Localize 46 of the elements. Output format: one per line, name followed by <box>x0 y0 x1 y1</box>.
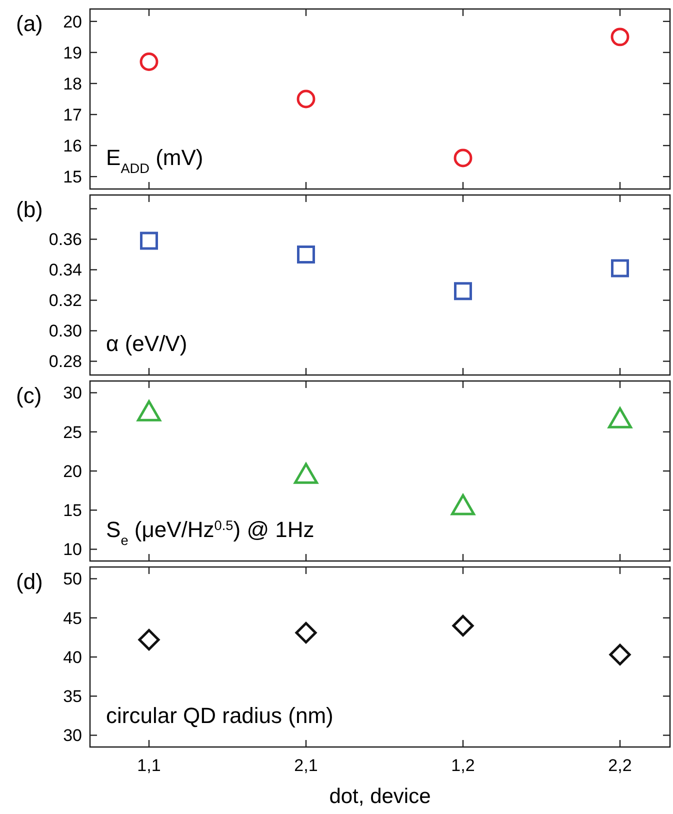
y-tick-label: 16 <box>63 136 82 156</box>
y-axis-title: S$_{e}$ (μeV/Hz$^{0.5}$) @ 1Hz <box>106 517 314 548</box>
point <box>297 245 315 264</box>
y-tick-label: 0.32 <box>48 291 82 310</box>
y-tick-label: 50 <box>63 570 82 589</box>
y-tick-label: 10 <box>63 540 82 560</box>
y-tick-label: 0.30 <box>48 322 82 341</box>
point <box>611 259 629 278</box>
y-axis-title: E$_{ADD}$ (mV) <box>106 145 204 176</box>
point <box>609 644 631 666</box>
y-tick-label: 17 <box>63 105 82 124</box>
y-tick-label: 25 <box>63 422 82 442</box>
x-axis-title: dot, device <box>329 785 431 808</box>
y-tick-label: 15 <box>63 168 82 187</box>
chart-title: (b) <box>16 197 43 222</box>
point <box>140 232 158 250</box>
y-tick-label: 35 <box>63 687 82 706</box>
point <box>454 282 472 300</box>
y-axis-title: α (eV/V) <box>106 331 188 356</box>
point <box>296 90 316 108</box>
y-axis-title: circular QD radius (nm) <box>106 703 334 728</box>
chart-title: (d) <box>16 569 43 594</box>
y-tick-label: 0.28 <box>48 352 82 372</box>
x-tick-label: 2,2 <box>608 756 632 775</box>
y-tick-label: 45 <box>63 608 82 628</box>
y-tick-label: 15 <box>63 501 82 520</box>
x-tick-label: 2,1 <box>294 756 318 775</box>
y-tick-label: 0.34 <box>48 260 82 280</box>
y-tick-label: 30 <box>63 726 82 746</box>
point <box>140 52 158 71</box>
y-tick-label: 40 <box>63 648 82 667</box>
y-tick-label: 19 <box>63 43 82 62</box>
x-tick-label: 1,1 <box>137 756 161 775</box>
y-tick-label: 20 <box>63 462 82 481</box>
point <box>454 148 472 168</box>
chart-title: (c) <box>16 383 42 408</box>
y-tick-label: 18 <box>63 74 82 94</box>
x-tick-label: 1,2 <box>451 756 475 775</box>
y-tick-label: 0.36 <box>48 230 82 250</box>
point <box>138 629 160 651</box>
point <box>610 28 630 46</box>
point <box>452 614 474 636</box>
point <box>295 622 317 644</box>
chart-title: (a) <box>16 11 43 36</box>
y-tick-label: 20 <box>63 12 82 32</box>
y-tick-label: 30 <box>63 384 82 403</box>
